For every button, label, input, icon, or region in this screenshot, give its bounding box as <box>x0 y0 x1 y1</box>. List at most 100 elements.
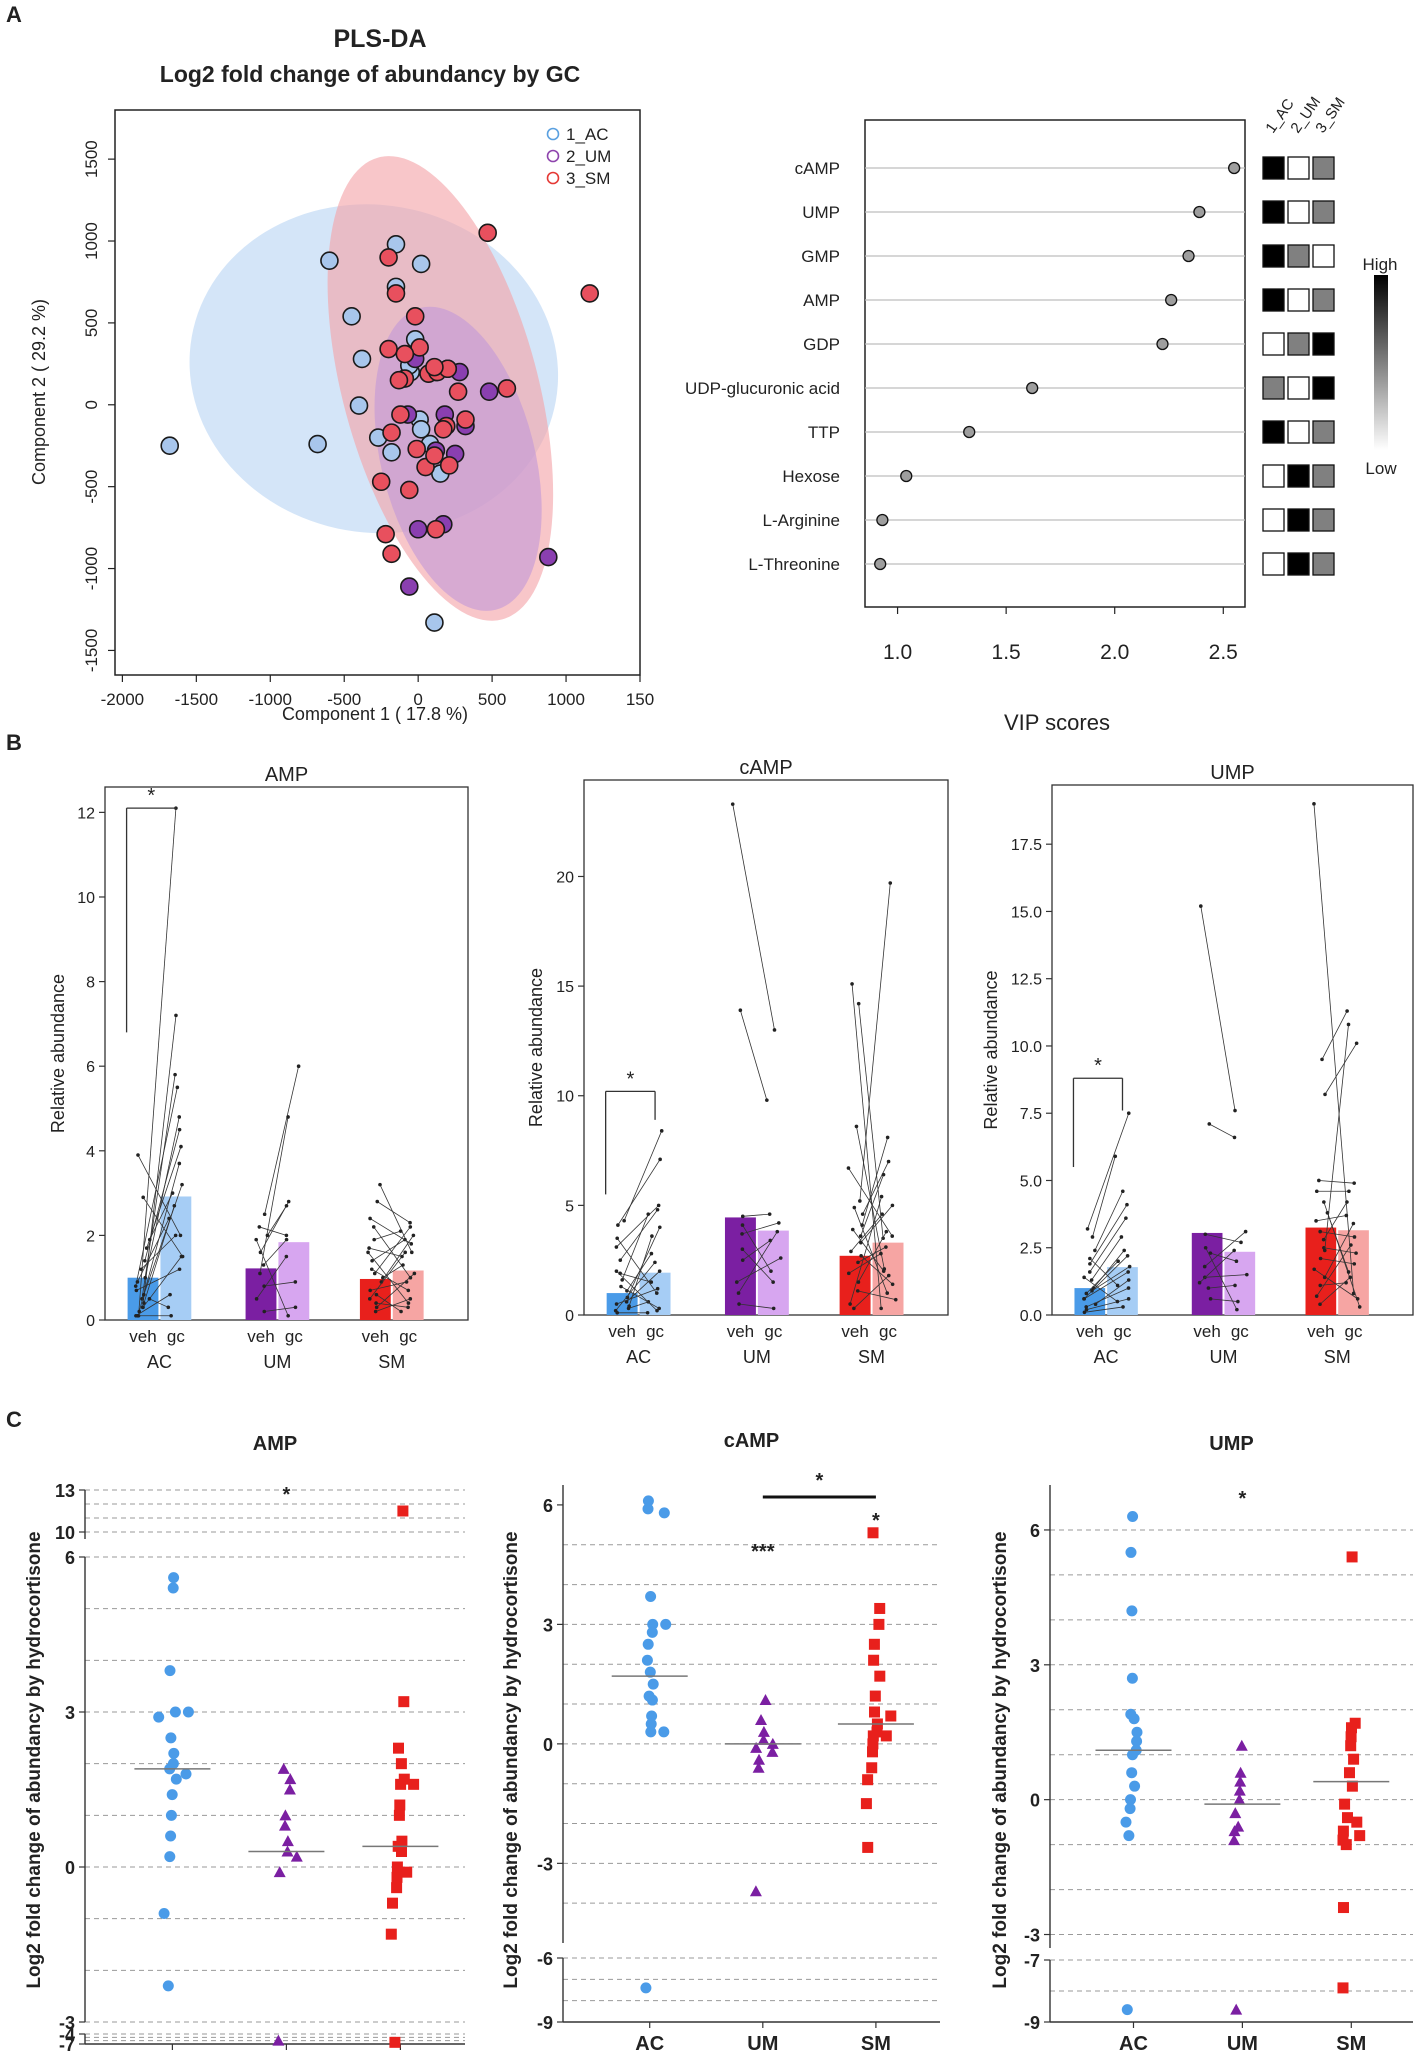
sample-dot <box>1088 1257 1092 1261</box>
data-point-ac <box>1126 1767 1137 1778</box>
y-tick-label: 7.5 <box>1020 1106 1042 1123</box>
sample-point-1_ac <box>343 308 360 325</box>
data-point-sm <box>1347 1551 1358 1562</box>
sample-dot <box>853 1206 857 1210</box>
sample-dot <box>1358 1305 1362 1309</box>
y-tick-label: 3 <box>1030 1656 1040 1676</box>
data-point-sm <box>874 1671 885 1682</box>
data-point-ac <box>166 1810 177 1821</box>
sample-point-1_ac <box>353 350 370 367</box>
y-tick-label: 4 <box>86 1144 95 1161</box>
significance-star: * <box>1094 1055 1102 1077</box>
condition-label: veh <box>841 1322 868 1341</box>
sample-dot <box>886 1136 890 1140</box>
y-tick-label: 3 <box>65 1703 75 1723</box>
sample-dot <box>258 1272 262 1276</box>
vip-score-point <box>964 427 975 438</box>
sample-dot <box>768 1212 772 1216</box>
sample-dot <box>1116 1259 1120 1263</box>
y-tick-label: 0 <box>82 400 101 409</box>
sample-dot <box>1120 1235 1124 1239</box>
heatmap-cell <box>1288 421 1309 443</box>
sample-dot <box>1233 1109 1237 1113</box>
y-tick-label: 5 <box>565 1198 574 1215</box>
heatmap-cell <box>1263 421 1284 443</box>
data-point-sm <box>393 1743 404 1754</box>
sample-dot <box>656 1287 660 1291</box>
heatmap-cell <box>1313 509 1334 531</box>
sample-dot <box>1355 1041 1359 1045</box>
y-tick-label: 500 <box>82 309 101 337</box>
feature-label: UMP <box>802 203 840 222</box>
sample-dot <box>891 1283 895 1287</box>
panel-label-a: A <box>6 2 22 27</box>
sample-dot <box>859 1254 863 1258</box>
sample-dot <box>650 1234 654 1238</box>
data-point-ac <box>171 1774 182 1785</box>
data-point-ac <box>165 1732 176 1743</box>
data-point-ac <box>1125 1803 1136 1814</box>
data-point-sm <box>870 1691 881 1702</box>
sample-dot <box>166 1306 170 1310</box>
sample-dot <box>851 1228 855 1232</box>
sample-dot <box>409 1297 413 1301</box>
condition-label: gc <box>764 1322 782 1341</box>
panel-label-c: C <box>6 1407 22 1432</box>
y-axis-label: Log2 fold change of abundancy by hydroco… <box>990 1531 1011 1988</box>
condition-label: veh <box>727 1322 754 1341</box>
sample-dot <box>1235 1308 1239 1312</box>
heatmap-cell <box>1288 377 1309 399</box>
data-point-ac <box>1122 2004 1133 2015</box>
sample-dot <box>660 1129 664 1133</box>
vip-score-point <box>1166 295 1177 306</box>
sample-dot <box>741 1223 745 1227</box>
sample-dot <box>285 1204 289 1208</box>
sample-dot <box>772 1307 776 1311</box>
x-tick-label: 150 <box>626 690 654 709</box>
sample-point-3_sm <box>457 411 474 428</box>
data-point-sm <box>386 1929 397 1940</box>
group-label: SM <box>378 1352 405 1372</box>
sample-dot <box>368 1289 372 1293</box>
category-label: SM <box>1336 2033 1366 2055</box>
sample-dot <box>615 1245 619 1249</box>
y-tick-label: 17.5 <box>1011 837 1042 854</box>
sample-dot <box>173 1073 177 1077</box>
sample-point-3_sm <box>498 380 515 397</box>
data-point-ac <box>1126 1605 1137 1616</box>
sample-dot <box>375 1293 379 1297</box>
data-point-sm <box>401 1867 412 1878</box>
bar-um-veh <box>725 1217 756 1315</box>
x-tick-label: 500 <box>478 690 506 709</box>
sample-dot <box>168 1293 172 1297</box>
y-tick-label: 10 <box>556 1089 574 1106</box>
sample-dot <box>1352 1222 1356 1226</box>
sample-dot <box>775 1230 779 1234</box>
feature-label: GDP <box>803 335 840 354</box>
sample-dot <box>370 1259 374 1263</box>
sample-dot <box>412 1234 416 1238</box>
vip-score-point <box>1229 163 1240 174</box>
feature-label: Hexose <box>782 467 840 486</box>
sample-dot <box>286 1115 290 1119</box>
y-tick-label: 15 <box>556 979 574 996</box>
data-point-sm <box>1344 1767 1355 1778</box>
group-label: UM <box>743 1347 771 1367</box>
sample-dot <box>622 1219 626 1223</box>
sample-point-3_sm <box>407 308 424 325</box>
heatmap-cell <box>1288 509 1309 531</box>
sample-dot <box>407 1289 411 1293</box>
significance-star: * <box>1238 1488 1246 1510</box>
y-tick-label: 6 <box>65 1548 75 1568</box>
sample-dot <box>741 1258 745 1262</box>
panel-label-b: B <box>6 730 22 755</box>
sample-dot <box>179 1234 183 1238</box>
sample-dot <box>367 1246 371 1250</box>
heatmap-cell <box>1263 465 1284 487</box>
sample-dot <box>285 1255 289 1259</box>
sample-dot <box>658 1269 662 1273</box>
sample-dot <box>294 1280 298 1284</box>
y-tick-label: 0 <box>65 1858 75 1878</box>
sample-dot <box>849 1250 853 1254</box>
sample-dot <box>882 1269 886 1273</box>
